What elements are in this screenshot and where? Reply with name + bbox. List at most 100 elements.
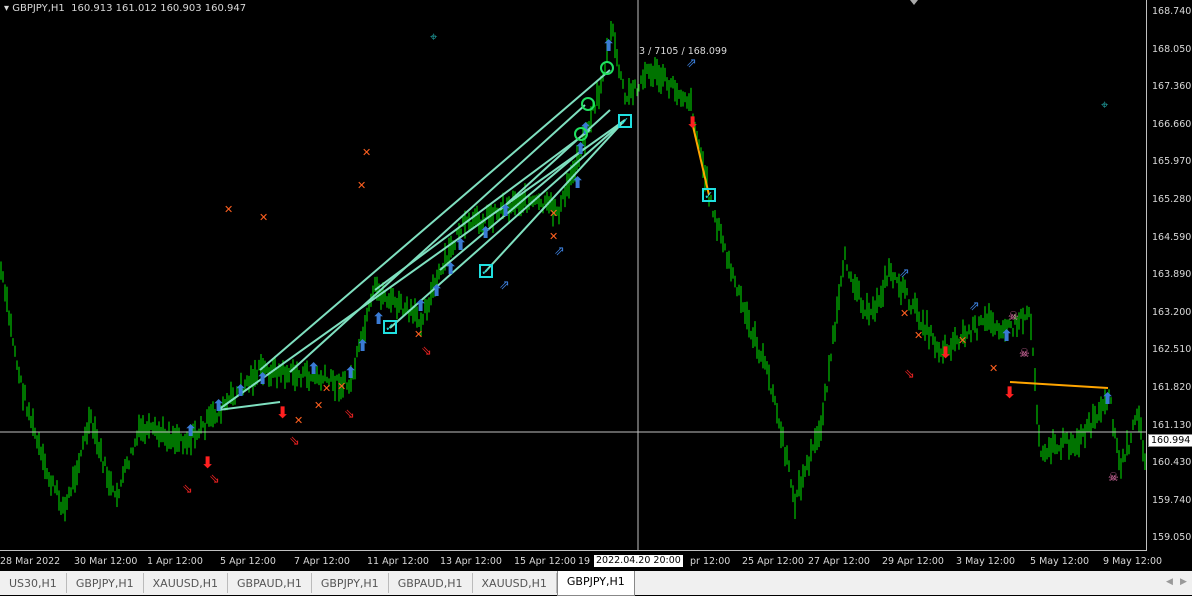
smiley-icon	[581, 97, 595, 111]
cross-marker-icon: ✕	[414, 328, 423, 341]
time-tick: 27 Apr 12:00	[808, 556, 870, 567]
target-icon: ⌖	[1101, 98, 1109, 113]
chart-shift-icon	[910, 0, 918, 5]
up-arrow-icon: ⬆	[307, 359, 320, 378]
cross-marker-icon: ✕	[900, 307, 909, 320]
chart-tab[interactable]: XAUUSD,H1	[473, 573, 557, 593]
chart-tab[interactable]: GBPAUD,H1	[228, 573, 312, 593]
crosshair-readout: 3 / 7105 / 168.099	[639, 46, 727, 57]
cross-marker-icon: ✕	[337, 380, 346, 393]
check-box-icon	[479, 264, 493, 278]
check-icon: ✓	[481, 265, 490, 278]
chart-tab[interactable]: GBPJPY,H1	[67, 573, 144, 593]
smiley-icon	[600, 61, 614, 75]
chart-tab[interactable]: GBPAUD,H1	[389, 573, 473, 593]
signal-line	[439, 147, 586, 271]
time-tick: 11 Apr 12:00	[367, 556, 429, 567]
cross-marker-icon: ✕	[549, 207, 558, 220]
cross-marker-icon: ✕	[294, 414, 303, 427]
hook-arrow-icon: ⇘	[421, 344, 432, 359]
price-tick: 161.130	[1152, 419, 1192, 431]
price-tick: 168.740	[1152, 6, 1192, 17]
up-arrow-icon: ⬆	[414, 296, 427, 315]
up-arrow-icon: ⬆	[499, 201, 512, 220]
cross-marker-icon: ✕	[224, 203, 233, 216]
signal-line	[259, 69, 611, 371]
check-box-icon	[618, 114, 632, 128]
check-icon: ✓	[385, 321, 394, 334]
symbol: GBPJPY,H1	[12, 3, 65, 14]
skull-icon: ☠	[1019, 346, 1030, 360]
time-tick: 19	[578, 556, 591, 567]
price-tick: 166.660	[1152, 118, 1192, 130]
hook-arrow-icon: ⇘	[344, 407, 355, 422]
smiley-icon	[574, 127, 588, 141]
price-tick: 165.970	[1152, 156, 1192, 168]
cross-marker-icon: ✕	[989, 362, 998, 375]
skull-icon: ☠	[1008, 309, 1019, 323]
price-tick: 159.050	[1152, 532, 1192, 544]
chart-tab[interactable]: GBPJPY,H1	[312, 573, 389, 593]
hook-arrow-icon: ⇗	[969, 299, 980, 314]
hook-arrow-icon: ⇘	[209, 472, 220, 487]
time-tick: 13 Apr 12:00	[440, 556, 502, 567]
chart-tab[interactable]: XAUUSD,H1	[144, 573, 229, 593]
price-tick: 168.050	[1152, 43, 1192, 55]
hook-arrow-icon: ⇘	[904, 367, 915, 382]
time-tick: 5 Apr 12:00	[220, 556, 276, 567]
up-arrow-icon: ⬆	[574, 139, 587, 158]
up-arrow-icon: ⬆	[1101, 389, 1114, 408]
price-tick: 165.280	[1152, 194, 1192, 205]
up-arrow-icon: ⬆	[234, 381, 247, 400]
current-price-label: 160.994	[1148, 434, 1192, 447]
hook-arrow-icon: ⇘	[182, 482, 193, 497]
cross-marker-icon: ✕	[958, 334, 967, 347]
up-arrow-icon: ⬆	[444, 259, 457, 278]
up-arrow-icon: ⬆	[602, 36, 615, 55]
cross-marker-icon: ✕	[314, 399, 323, 412]
chart-header: ▾ GBPJPY,H1 160.913 161.012 160.903 160.…	[4, 3, 247, 14]
crosshair-time-label: 2022.04.20 20:00	[594, 555, 683, 567]
time-tick: 9 May 12:00	[1103, 556, 1163, 567]
up-arrow-icon: ⬆	[571, 173, 584, 192]
check-box-icon	[383, 320, 397, 334]
price-chart[interactable]: ⬆⬆⬆⬆⬆ ⬆⬆⬆⬆⬆⬆⬆⬆⬆⬆⬆⬆⬆⬆⬆⬇⬇⬇⬇⬇✕✕✕✕✕ ✕✕✕✕ ✕ ✕✕✕✕✕…	[0, 0, 1146, 550]
price-tick: 167.360	[1152, 81, 1192, 93]
price-tick: 160.430	[1152, 457, 1192, 469]
price-tick: 161.820	[1152, 382, 1192, 393]
cross-marker-icon: ✕	[362, 146, 371, 159]
price-tick: 163.200	[1152, 306, 1192, 318]
target-icon: ⌖	[430, 30, 438, 45]
down-arrow-icon: ⬇	[939, 343, 952, 362]
up-arrow-icon: ⬆	[479, 223, 492, 242]
cross-marker-icon: ✕	[322, 382, 331, 395]
up-arrow-icon: ⬆	[344, 363, 357, 382]
scroll-left-icon[interactable]: ◀	[1166, 577, 1173, 587]
chart-tab[interactable]: US30,H1	[0, 573, 67, 593]
up-arrow-icon: ⬆	[579, 119, 592, 138]
time-tick: 25 Apr 12:00	[742, 556, 804, 567]
signal-line	[217, 401, 281, 411]
hook-arrow-icon: ⇘	[289, 434, 300, 449]
hook-arrow-icon: ⇗	[686, 56, 697, 71]
check-box-icon	[702, 188, 716, 202]
down-arrow-icon: ⬇	[276, 403, 289, 422]
up-arrow-icon: ⬆	[184, 421, 197, 440]
scroll-right-icon[interactable]: ▶	[1180, 577, 1187, 587]
time-tick: 30 Mar 12:00	[74, 556, 138, 567]
cross-marker-icon: ✕	[549, 230, 558, 243]
price-tick: 159.740	[1152, 494, 1192, 506]
signal-line	[389, 119, 626, 329]
chart-area[interactable]: ⬆ ⬆ ⬆ ⬆ ⬆ ⬆ ⬆ ⬆ ⬆ ⬆ ⬆ ⬆ ⬆ ⬆ ⬆ ⬆ ⬆ ⬆ ⬆ ⬆ ⬇ ⬇ ⬇ ⬇ ⬇ ✕ ✕ ✕ ✕ ✕ ✕ ✕ ✕ ✕ ✕ ✕ ✕ ✕ ✕ ✕…	[0, 0, 1147, 551]
hook-arrow-icon: ⇗	[499, 278, 510, 293]
signal-line	[499, 109, 611, 211]
chart-tab[interactable]: GBPJPY,H1	[556, 571, 635, 596]
time-tick: 3 May 12:00	[956, 556, 1016, 567]
up-arrow-icon: ⬆	[1000, 326, 1013, 345]
hook-arrow-icon: ⇗	[899, 266, 910, 281]
up-arrow-icon: ⬆	[356, 336, 369, 355]
down-arrow-icon: ⬇	[686, 113, 699, 132]
exit-line	[691, 121, 710, 196]
up-arrow-icon: ⬆	[430, 281, 443, 300]
time-tick: pr 12:00	[690, 556, 731, 567]
